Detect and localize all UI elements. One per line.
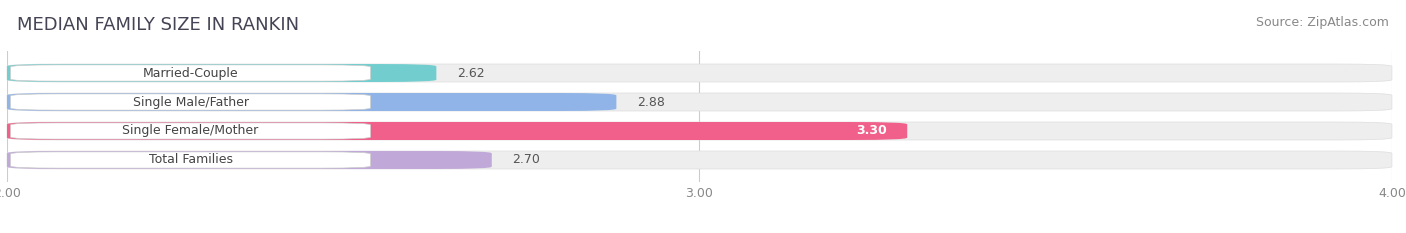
Text: Total Families: Total Families [149,154,232,167]
FancyBboxPatch shape [10,94,371,110]
FancyBboxPatch shape [7,93,616,111]
Text: 2.70: 2.70 [513,154,540,167]
FancyBboxPatch shape [10,65,371,81]
Text: 2.88: 2.88 [637,96,665,109]
Text: Single Female/Mother: Single Female/Mother [122,124,259,137]
Text: 2.62: 2.62 [457,66,485,79]
Text: Single Male/Father: Single Male/Father [132,96,249,109]
FancyBboxPatch shape [7,93,1392,111]
FancyBboxPatch shape [7,64,436,82]
FancyBboxPatch shape [7,122,1392,140]
Text: 3.30: 3.30 [856,124,886,137]
FancyBboxPatch shape [7,151,1392,169]
FancyBboxPatch shape [7,64,1392,82]
FancyBboxPatch shape [10,123,371,139]
FancyBboxPatch shape [7,151,492,169]
Text: MEDIAN FAMILY SIZE IN RANKIN: MEDIAN FAMILY SIZE IN RANKIN [17,16,299,34]
Text: Married-Couple: Married-Couple [143,66,239,79]
FancyBboxPatch shape [7,122,907,140]
FancyBboxPatch shape [10,152,371,168]
Text: Source: ZipAtlas.com: Source: ZipAtlas.com [1256,16,1389,29]
